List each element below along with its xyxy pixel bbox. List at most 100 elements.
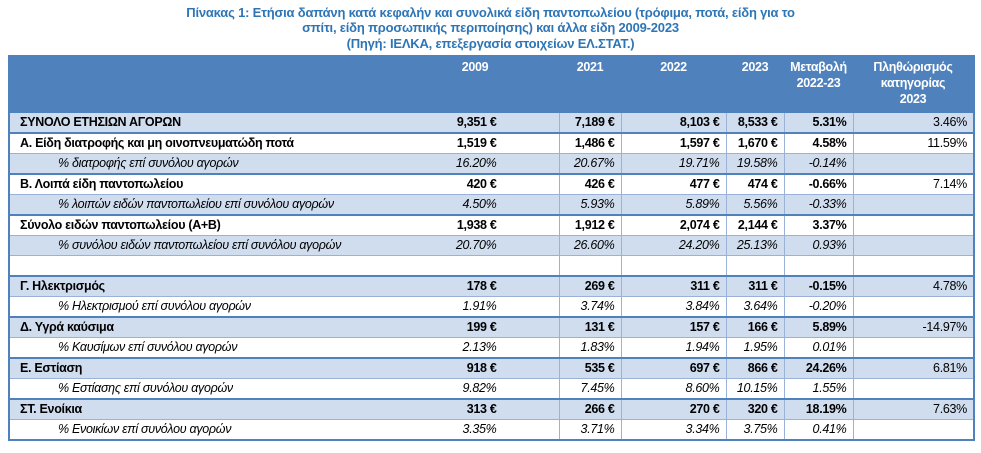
cell-2009: 16.20% bbox=[455, 156, 497, 171]
row-label: % διατροφής επί συνόλου αγορών bbox=[58, 156, 239, 171]
cell-Πληθώρισμός bbox=[852, 337, 974, 358]
header-row: 2009 2021 2022 2023 Μεταβολή 2022-23 Πληθώρισ… bbox=[9, 55, 974, 112]
cell-Μεταβολή: -0.20% bbox=[783, 296, 853, 317]
cell-2022: 697 € bbox=[620, 357, 726, 379]
cell-Πληθώρισμός bbox=[852, 214, 974, 236]
cell-2022: 270 € bbox=[620, 398, 726, 420]
cell-2022: 157 € bbox=[620, 316, 726, 338]
cell-Μεταβολή: -0.15% bbox=[783, 275, 853, 297]
cell-Μεταβολή: 0.41% bbox=[783, 419, 853, 440]
cell-2021: 3.71% bbox=[558, 419, 621, 440]
row-label: Β. Λοιπά είδη παντοπωλείου bbox=[20, 177, 184, 192]
table-header: 2009 2021 2022 2023 Μεταβολή 2022-23 Πληθώρισ… bbox=[9, 55, 974, 112]
cell-2009: 178 € bbox=[466, 279, 497, 294]
row-label: % Καυσίμων επί συνόλου αγορών bbox=[58, 340, 238, 355]
cell-2022: 477 € bbox=[620, 173, 726, 195]
row-label: ΣΥΝΟΛΟ ΕΤΗΣΙΩΝ ΑΓΟΡΩΝ bbox=[20, 115, 181, 130]
cell-2022: 3.34% bbox=[620, 419, 726, 440]
table-row: ΣΥΝΟΛΟ ΕΤΗΣΙΩΝ ΑΓΟΡΩΝ 9,351 € 7,189 €8,103… bbox=[9, 111, 974, 133]
cell-2022: 19.71% bbox=[620, 153, 726, 174]
table-title: Πίνακας 1: Ετήσια δαπάνη κατά κεφαλήν κα… bbox=[0, 0, 981, 51]
cell-Πληθώρισμός bbox=[852, 153, 974, 174]
header-cell-2: 2021 bbox=[559, 55, 621, 112]
cell-2021: 426 € bbox=[558, 173, 621, 195]
cell-Πληθώρισμός: 3.46% bbox=[852, 111, 974, 133]
table-row: % Εστίασης επί συνόλου αγορών 9.82% 7.45% 8… bbox=[9, 378, 974, 399]
cell-2021: 5.93% bbox=[558, 194, 621, 215]
cell-Μεταβολή: 4.58% bbox=[783, 132, 853, 154]
cell-2021: 269 € bbox=[558, 275, 621, 297]
table-row: % συνόλου ειδών παντοπωλείου επί συνόλου… bbox=[9, 235, 974, 256]
header-cell-5: Μεταβολή 2022-23 bbox=[784, 55, 853, 112]
row-label: Σύνολο ειδών παντοπωλείου (Α+Β) bbox=[20, 218, 221, 233]
cell-2023: 19.58% bbox=[725, 153, 784, 174]
row-label: Ε. Εστίαση bbox=[20, 361, 83, 376]
header-cell-1: 2009 bbox=[391, 55, 559, 112]
data-table: 2009 2021 2022 2023 Μεταβολή 2022-23 Πληθώρισ… bbox=[8, 54, 975, 441]
cell-2021: 20.67% bbox=[558, 153, 621, 174]
row-label: % Εστίασης επί συνόλου αγορών bbox=[58, 381, 233, 396]
table-row: Γ. Ηλεκτρισμός 178 €269 €311 €311 € -0.15%… bbox=[9, 275, 974, 297]
cell-Μεταβολή: 0.93% bbox=[783, 235, 853, 256]
table-title-line3: (Πηγή: ΙΕΛΚΑ, επεξεργασία στοιχείων ΕΛ.Σ… bbox=[346, 35, 635, 51]
header-cell-6: Πληθώρισμός κατηγορίας 2023 bbox=[853, 55, 974, 112]
cell-Μεταβολή: 24.26% bbox=[783, 357, 853, 379]
cell-2021: 1,912 € bbox=[558, 214, 621, 236]
header-cell-3: 2022 bbox=[621, 55, 726, 112]
cell-2009: 9.82% bbox=[462, 381, 497, 396]
row-label: Γ. Ηλεκτρισμός bbox=[20, 279, 105, 294]
cell-2023: 166 € bbox=[725, 316, 784, 338]
cell-2022: 311 € bbox=[620, 275, 726, 297]
cell-2023: 5.56% bbox=[725, 194, 784, 215]
cell-2021: 3.74% bbox=[558, 296, 621, 317]
cell-Πληθώρισμός bbox=[852, 378, 974, 399]
header-cell-label bbox=[9, 55, 391, 112]
cell-2009: 918 € bbox=[466, 361, 497, 376]
cell-2009: 3.35% bbox=[462, 422, 497, 437]
row-label bbox=[9, 255, 391, 276]
cell-Πληθώρισμός: 6.81% bbox=[852, 357, 974, 379]
cell-2009: 199 € bbox=[466, 320, 497, 335]
cell-Πληθώρισμός: -14.97% bbox=[852, 316, 974, 338]
cell-Μεταβολή: -0.14% bbox=[783, 153, 853, 174]
cell-2009: 9,351 € bbox=[456, 115, 497, 130]
cell-2021: 7,189 € bbox=[558, 111, 621, 133]
cell-Μεταβολή: 0.01% bbox=[783, 337, 853, 358]
cell-2023: 311 € bbox=[725, 275, 784, 297]
cell-2023: 8,533 € bbox=[725, 111, 784, 133]
cell-2009 bbox=[391, 255, 559, 276]
cell-2023: 1,670 € bbox=[725, 132, 784, 154]
cell-Μεταβολή: 5.31% bbox=[783, 111, 853, 133]
cell-Πληθώρισμός: 11.59% bbox=[852, 132, 974, 154]
cell-2021: 266 € bbox=[558, 398, 621, 420]
table-row: % Ενοικίων επί συνόλου αγορών 3.35% 3.71% 3… bbox=[9, 419, 974, 440]
cell-2009: 20.70% bbox=[455, 238, 497, 253]
row-label: % συνόλου ειδών παντοπωλείου επί συνόλου… bbox=[58, 238, 342, 253]
table-title-line1: Πίνακας 1: Ετήσια δαπάνη κατά κεφαλήν κα… bbox=[186, 5, 795, 20]
cell-Πληθώρισμός: 7.14% bbox=[852, 173, 974, 195]
cell-2022: 24.20% bbox=[620, 235, 726, 256]
cell-Μεταβολή: -0.66% bbox=[783, 173, 853, 195]
cell-Μεταβολή bbox=[783, 255, 853, 276]
cell-2023 bbox=[725, 255, 784, 276]
row-label: % Ενοικίων επί συνόλου αγορών bbox=[58, 422, 232, 437]
row-label: Δ. Υγρά καύσιμα bbox=[20, 320, 114, 335]
cell-2009: 1.91% bbox=[462, 299, 497, 314]
cell-2022: 1,597 € bbox=[620, 132, 726, 154]
cell-2021 bbox=[558, 255, 621, 276]
cell-2023: 25.13% bbox=[725, 235, 784, 256]
cell-2021: 535 € bbox=[558, 357, 621, 379]
table-row: Ε. Εστίαση 918 € 535 €697 €866 €24.26% 6.81… bbox=[9, 357, 974, 379]
cell-Πληθώρισμός bbox=[852, 419, 974, 440]
cell-2009: 4.50% bbox=[462, 197, 497, 212]
cell-2021: 26.60% bbox=[558, 235, 621, 256]
cell-2009: 1,519 € bbox=[456, 136, 497, 151]
cell-2009: 2.13% bbox=[462, 340, 497, 355]
cell-2021: 1.83% bbox=[558, 337, 621, 358]
table-title-line2: σπίτι, είδη προσωπικής περιποίησης) και … bbox=[302, 20, 679, 36]
table-row: Β. Λοιπά είδη παντοπωλείου 420 € 426 €477 … bbox=[9, 173, 974, 195]
cell-2021: 1,486 € bbox=[558, 132, 621, 154]
cell-Πληθώρισμός: 4.78% bbox=[852, 275, 974, 297]
cell-2009: 313 € bbox=[466, 402, 497, 417]
cell-2021: 7.45% bbox=[558, 378, 621, 399]
